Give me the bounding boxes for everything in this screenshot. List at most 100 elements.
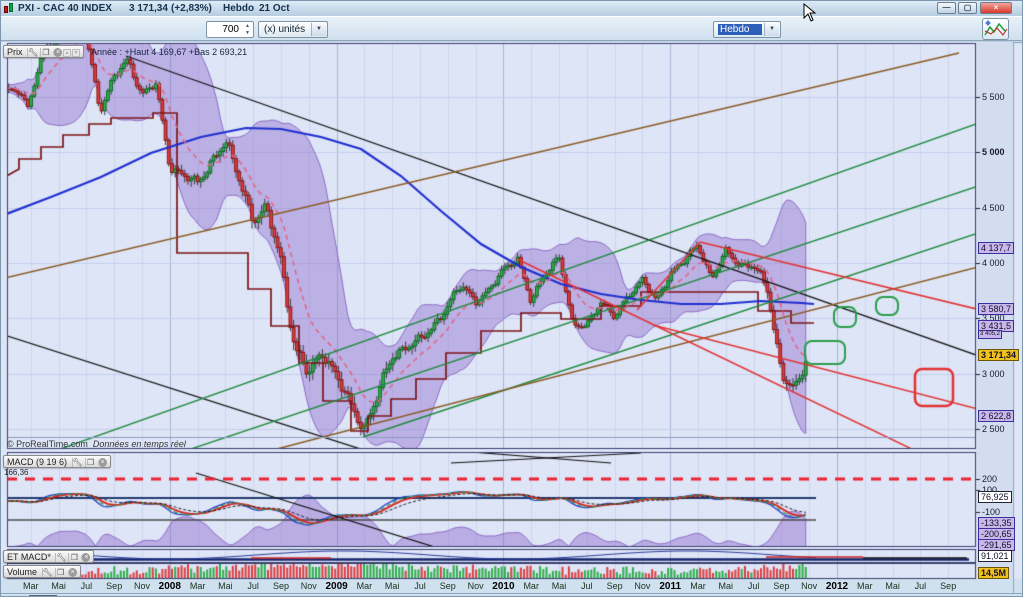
time-axis-label: Sep bbox=[272, 581, 290, 591]
price-axis-tick: 4 000 bbox=[982, 258, 1005, 269]
chevron-down-icon[interactable]: ▼ bbox=[764, 23, 779, 36]
wrench-icon[interactable]: 🔧︎ bbox=[27, 48, 39, 57]
time-axis-label: Mai bbox=[218, 581, 233, 591]
time-axis-label: Sep bbox=[106, 581, 123, 591]
macd-panel-chip[interactable]: MACD (9 19 6) 🔧︎ ❒ × bbox=[3, 455, 111, 468]
titlebar-change: (+2,83%) bbox=[171, 3, 212, 14]
move-down-icon[interactable]: ▼ bbox=[72, 49, 81, 57]
time-axis-label: Mar bbox=[690, 581, 706, 591]
bottom-strip bbox=[1, 593, 1022, 596]
period-select[interactable]: Hebdo ▼ bbox=[713, 21, 781, 38]
time-axis-label: Mai bbox=[885, 581, 900, 591]
price-value-label[interactable]: 3 171,34 bbox=[978, 348, 1020, 361]
price-axis-tick: 5 000 bbox=[982, 147, 1005, 158]
price-value-label[interactable]: 3 580,7 bbox=[978, 303, 1015, 316]
move-up-icon[interactable]: ▲ bbox=[63, 49, 72, 57]
price-value-label[interactable]: 4 137,7 bbox=[978, 241, 1015, 254]
time-axis-label: 2009 bbox=[325, 581, 348, 592]
time-axis-label: 2010 bbox=[492, 581, 515, 592]
titlebar-price: 3 171,34 bbox=[129, 3, 168, 14]
chart-area: Prix 🔧︎ ❒ × ▲ ▼ Année : +Haut 4 169,67 +Bas … bbox=[1, 3, 1022, 596]
price-panel-chip[interactable]: Prix 🔧︎ ❒ × ▲ ▼ bbox=[3, 45, 85, 58]
volume-value-label[interactable]: 14,5M bbox=[978, 567, 1010, 579]
close-button[interactable]: × bbox=[980, 2, 1012, 14]
time-axis-label: Jul bbox=[747, 581, 760, 591]
time-axis-label: Mai bbox=[384, 581, 400, 591]
time-axis-label: Jul bbox=[247, 581, 259, 591]
year-high-low-info: Année : +Haut 4 169,67 +Bas 2 693,21 bbox=[91, 47, 248, 57]
close-icon[interactable]: × bbox=[67, 568, 77, 577]
macd-value-label[interactable]: 76,925 bbox=[978, 491, 1012, 503]
wrench-icon[interactable]: 🔧︎ bbox=[71, 458, 83, 467]
macd-level-label: 166,36 bbox=[4, 468, 29, 477]
toolbar: ▲ ▼ (x) unités ▼ Hebdo ▼ bbox=[1, 16, 1022, 41]
time-axis-label: 2011 bbox=[659, 581, 682, 592]
price-axis-tick: 2 500 bbox=[982, 424, 1005, 435]
time-axis-label: Mar bbox=[857, 581, 873, 591]
wrench-icon[interactable]: 🔧︎ bbox=[55, 553, 67, 562]
etmacd-panel-chip[interactable]: ET MACD* 🔧︎ ❒ × bbox=[3, 550, 95, 563]
time-axis-label: Jul bbox=[914, 581, 927, 591]
price-axis-tick: 5 500 bbox=[982, 92, 1005, 102]
price-axis-tick: 3 000 bbox=[982, 368, 1005, 379]
window-title: PXI - CAC 40 INDEX bbox=[18, 3, 112, 14]
units-select[interactable]: (x) unités ▼ bbox=[258, 21, 328, 38]
time-axis-label: Nov bbox=[801, 581, 818, 591]
titlebar-period: Hebdo bbox=[223, 3, 255, 14]
spinner-down-icon[interactable]: ▼ bbox=[245, 30, 250, 36]
time-axis-label: Nov bbox=[634, 581, 651, 591]
etmacd-value-label[interactable]: 91,021 bbox=[978, 550, 1012, 562]
time-axis-label: Mar bbox=[23, 581, 39, 591]
time-axis-label: Jul bbox=[80, 581, 93, 591]
price-value-label[interactable]: 2 622,8 bbox=[978, 409, 1015, 422]
wrench-icon[interactable]: 🔧︎ bbox=[41, 568, 53, 577]
time-axis-label: Nov bbox=[133, 581, 151, 591]
price-value-label[interactable]: 3 405,2 bbox=[978, 329, 1003, 339]
titlebar: PXI - CAC 40 INDEX 3 171,34 (+2,83%) Heb… bbox=[1, 1, 1022, 16]
time-axis-label: Mai bbox=[551, 581, 567, 591]
price-axis-tick: 3 500 bbox=[982, 313, 1005, 324]
time-axis-label: Nov bbox=[300, 581, 317, 591]
window-icon[interactable]: ❒ bbox=[84, 458, 96, 467]
maximize-button[interactable]: ▢ bbox=[958, 2, 977, 14]
time-axis-label: Mai bbox=[718, 581, 734, 591]
chart-style-button[interactable] bbox=[982, 18, 1009, 40]
time-axis-label: Mar bbox=[189, 581, 206, 591]
close-icon[interactable]: × bbox=[53, 48, 63, 57]
close-icon[interactable]: × bbox=[81, 553, 91, 562]
macd-axis-tick: 200 bbox=[982, 474, 998, 484]
price-axis-tick: 4 500 bbox=[982, 202, 1005, 213]
chart-style-icon bbox=[984, 20, 1008, 36]
window-icon[interactable]: ❒ bbox=[68, 553, 79, 562]
time-axis-label: Mar bbox=[523, 581, 539, 591]
close-icon[interactable]: × bbox=[97, 458, 107, 467]
time-axis-label: Sep bbox=[773, 581, 790, 591]
macd-value-label[interactable]: -133,35 bbox=[978, 517, 1015, 529]
candlestick-app-icon bbox=[4, 3, 15, 14]
price-chart-canvas[interactable] bbox=[1, 42, 1022, 596]
time-axis-label: 2008 bbox=[158, 581, 181, 592]
watermark: © ProRealTime.com Données en temps réel bbox=[7, 439, 186, 449]
time-axis-label: Sep bbox=[439, 581, 456, 591]
minimize-button[interactable]: — bbox=[937, 2, 956, 14]
macd-axis-tick: -100 bbox=[982, 507, 1001, 517]
volume-panel-chip[interactable]: Volume 🔧︎ ❒ × bbox=[3, 565, 81, 578]
bars-count-spinner[interactable]: ▲ ▼ bbox=[206, 21, 254, 38]
time-axis-label: Mai bbox=[51, 581, 66, 591]
chevron-down-icon[interactable]: ▼ bbox=[311, 23, 326, 36]
time-axis-label: Nov bbox=[467, 581, 484, 591]
spinner-up-icon[interactable]: ▲ bbox=[245, 23, 250, 29]
window-icon[interactable]: ❒ bbox=[54, 568, 66, 577]
bars-count-input[interactable] bbox=[208, 23, 241, 36]
panel-stub bbox=[29, 595, 57, 596]
time-axis-label: Jul bbox=[581, 581, 593, 591]
time-axis-label: 2012 bbox=[825, 581, 849, 592]
time-axis-label: Sep bbox=[940, 581, 957, 591]
time-axis-label: Mar bbox=[356, 581, 373, 591]
time-axis-label: Jul bbox=[414, 581, 426, 591]
macd-axis-tick: 100 bbox=[982, 485, 998, 495]
window-icon[interactable]: ❒ bbox=[40, 48, 51, 57]
titlebar-date: 21 Oct bbox=[259, 3, 290, 14]
time-axis-label: Sep bbox=[606, 581, 623, 591]
